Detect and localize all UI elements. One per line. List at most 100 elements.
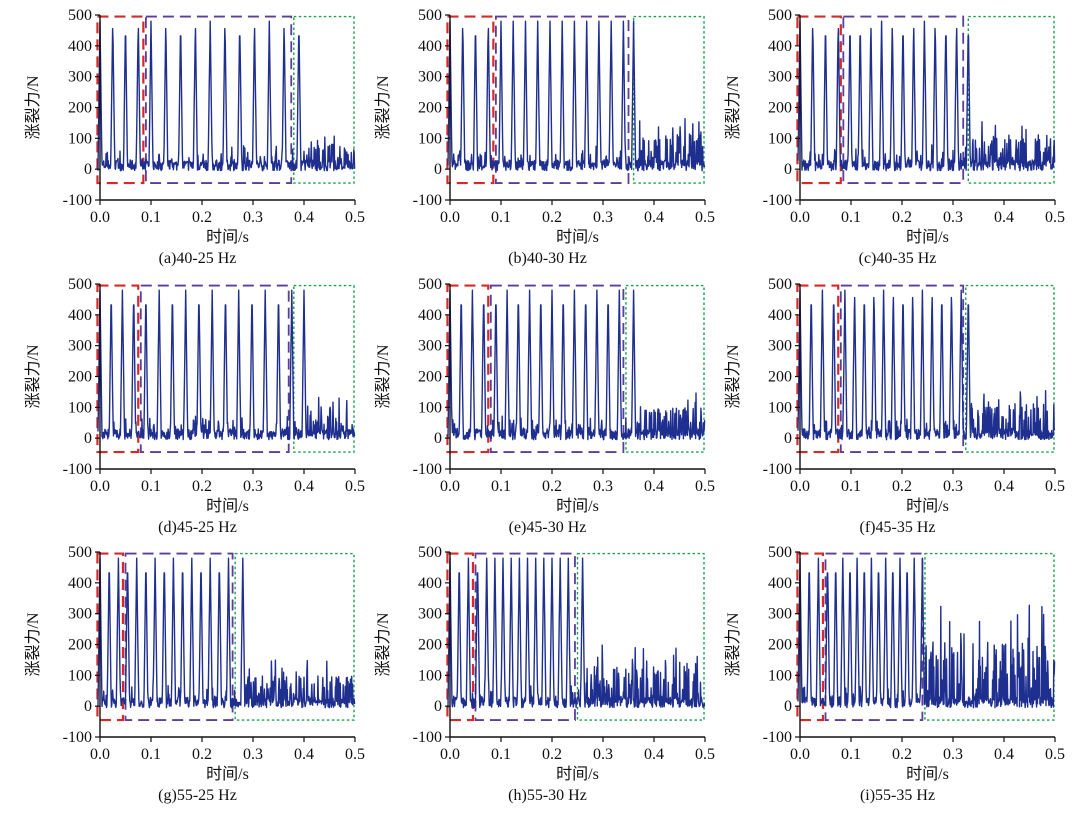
y-axis-label: 涨裂力/N [724,344,742,408]
force-series-line [97,557,356,709]
y-tick-label: 0 [84,161,92,178]
stage2-region-box [494,15,630,184]
x-tick-label: 0.4 [994,746,1014,763]
y-tick-label: -100 [763,461,792,478]
x-axis-label: 时间/s [206,765,249,783]
y-axis-label: 涨裂力/N [724,612,742,676]
x-tick-label: 0.0 [440,209,460,226]
y-tick-label: 400 [768,38,792,55]
stage2-region-box [824,552,924,721]
x-tick-label: 0.5 [695,209,715,226]
y-tick-label: 100 [418,667,442,684]
x-tick-label: 0.1 [491,209,511,226]
x-tick-label: 0.2 [542,478,562,495]
x-tick-label: 0.3 [943,746,963,763]
y-tick-label: 400 [768,575,792,592]
stage2-region-box [839,284,965,453]
stage3-region-box [625,284,705,453]
stage1-region-box [96,15,145,185]
x-tick-label: 0.2 [542,209,562,226]
stage2-region-box [144,15,293,184]
y-tick-label: 400 [418,38,442,55]
y-tick-label: 100 [68,667,92,684]
x-tick-label: 0.5 [1045,478,1065,495]
y-tick-label: 300 [68,69,92,86]
x-tick-label: 0.4 [644,478,664,495]
force-series-line [797,557,1056,709]
y-axis-label: 涨裂力/N [724,75,742,139]
x-tick-label: 0.3 [243,209,263,226]
stage3-region-box [924,552,1055,721]
y-tick-label: 0 [84,698,92,715]
y-tick-label: 100 [418,130,442,147]
stage1-region-box [96,552,125,722]
stage1-region-box [796,15,842,185]
y-axis-label: 涨裂力/N [24,75,42,139]
x-tick-label: 0.2 [542,746,562,763]
y-tick-label: 300 [68,606,92,623]
x-tick-label: 0.5 [695,746,715,763]
x-axis-label: 时间/s [206,497,249,515]
x-axis-label: 时间/s [556,765,599,783]
stage3-region-box [293,15,355,184]
y-tick-label: 100 [768,399,792,416]
y-tick-label: 0 [84,430,92,447]
x-tick-label: 0.1 [141,209,161,226]
y-tick-label: 500 [68,276,92,293]
panel-caption: (h)55-30 Hz [508,787,587,804]
y-axis-label: 涨裂力/N [374,344,392,408]
force-series-line [447,20,706,172]
y-tick-label: 200 [418,369,442,386]
y-tick-label: 300 [68,338,92,355]
panel-caption: (g)55-25 Hz [158,787,237,804]
y-axis-label: 涨裂力/N [374,612,392,676]
x-tick-label: 0.3 [593,746,613,763]
y-tick-label: 400 [68,575,92,592]
y-tick-label: 200 [418,637,442,654]
x-tick-label: 0.0 [790,209,810,226]
panel-caption: (a)40-25 Hz [159,250,237,267]
force-series-line [797,289,1056,441]
y-tick-label: 0 [784,161,792,178]
y-tick-label: 100 [68,130,92,147]
x-tick-label: 0.3 [943,209,963,226]
x-tick-label: 0.5 [1045,746,1065,763]
y-tick-label: 400 [418,575,442,592]
y-tick-label: 500 [68,7,92,24]
x-tick-label: 0.2 [192,746,212,763]
x-tick-label: 0.4 [644,209,664,226]
x-tick-label: 0.2 [192,209,212,226]
x-axis-label: 时间/s [206,228,249,246]
x-tick-label: 0.4 [994,478,1014,495]
y-tick-label: 500 [418,7,442,24]
stage3-region-box [965,284,1055,453]
stage1-region-box [796,552,825,722]
y-tick-label: -100 [413,461,442,478]
x-tick-label: 0.5 [345,209,365,226]
y-tick-label: 200 [768,369,792,386]
stage1-region-box [796,284,840,454]
x-axis-label: 时间/s [906,497,949,515]
y-tick-label: 400 [68,307,92,324]
stage1-region-box [446,284,490,454]
y-tick-label: 200 [768,100,792,117]
panel-caption: (c)40-35 Hz [859,250,937,267]
x-tick-label: 0.1 [141,478,161,495]
x-axis-label: 时间/s [556,497,599,515]
force-series-line [97,289,356,441]
y-tick-label: -100 [63,192,92,209]
x-axis-label: 时间/s [906,228,949,246]
stage2-region-box [842,15,965,184]
stage1-region-box [446,15,495,185]
stage3-region-box [576,552,705,721]
y-tick-label: 300 [418,69,442,86]
stage2-region-box [489,284,625,453]
